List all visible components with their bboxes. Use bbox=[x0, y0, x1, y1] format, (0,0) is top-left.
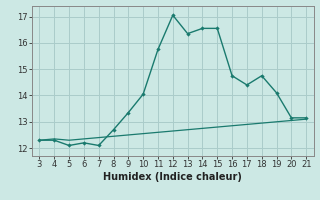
X-axis label: Humidex (Indice chaleur): Humidex (Indice chaleur) bbox=[103, 172, 242, 182]
